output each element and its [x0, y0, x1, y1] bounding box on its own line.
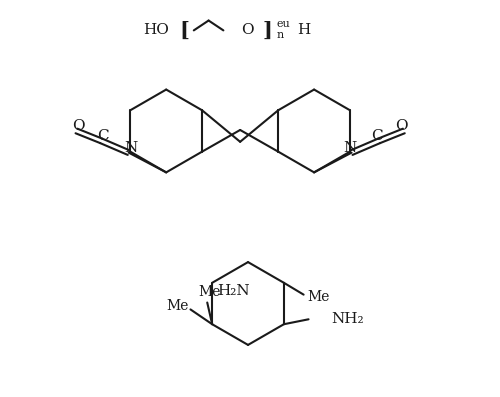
Text: C: C: [98, 129, 109, 143]
Text: Me: Me: [308, 289, 330, 304]
Text: H₂N: H₂N: [217, 284, 250, 298]
Text: ]: ]: [263, 20, 272, 40]
Text: C: C: [372, 129, 383, 143]
Text: Me: Me: [166, 299, 188, 314]
Text: O: O: [240, 23, 254, 37]
Text: O: O: [72, 119, 85, 133]
Text: HO: HO: [144, 23, 170, 37]
Text: H: H: [298, 23, 311, 37]
Text: N: N: [124, 141, 138, 155]
Text: O: O: [396, 119, 408, 133]
Text: eu: eu: [276, 19, 290, 29]
Text: NH₂: NH₂: [331, 312, 364, 326]
Text: N: N: [343, 141, 356, 155]
Text: Me: Me: [198, 285, 220, 299]
Text: [: [: [179, 20, 189, 40]
Text: n: n: [276, 30, 284, 40]
